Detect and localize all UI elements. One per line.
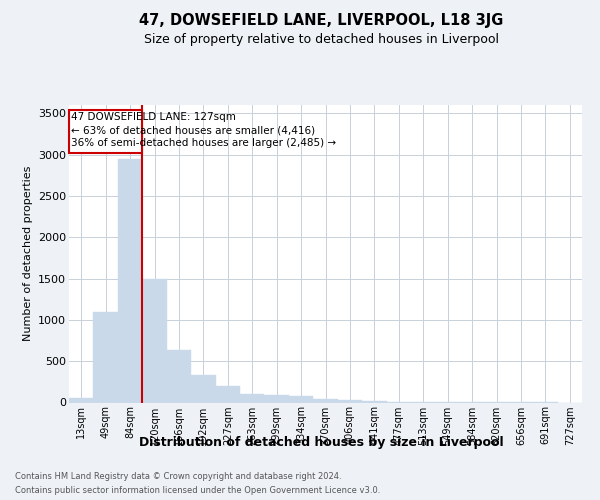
Bar xyxy=(142,278,167,402)
Text: Size of property relative to detached houses in Liverpool: Size of property relative to detached ho… xyxy=(143,32,499,46)
Y-axis label: Number of detached properties: Number of detached properties xyxy=(23,166,32,342)
Bar xyxy=(313,399,338,402)
Bar xyxy=(338,400,362,402)
Bar xyxy=(240,394,265,402)
Bar xyxy=(69,398,94,402)
Bar xyxy=(265,394,289,402)
Bar xyxy=(362,401,386,402)
Text: ← 63% of detached houses are smaller (4,416): ← 63% of detached houses are smaller (4,… xyxy=(71,125,316,135)
Bar xyxy=(215,386,240,402)
Bar xyxy=(70,110,142,153)
Text: Contains public sector information licensed under the Open Government Licence v3: Contains public sector information licen… xyxy=(15,486,380,495)
Bar xyxy=(94,312,118,402)
Bar xyxy=(118,158,142,402)
Bar xyxy=(191,375,215,402)
Bar xyxy=(289,396,313,402)
Bar xyxy=(167,350,191,403)
Text: Contains HM Land Registry data © Crown copyright and database right 2024.: Contains HM Land Registry data © Crown c… xyxy=(15,472,341,481)
Text: 47 DOWSEFIELD LANE: 127sqm: 47 DOWSEFIELD LANE: 127sqm xyxy=(71,112,236,122)
Text: 36% of semi-detached houses are larger (2,485) →: 36% of semi-detached houses are larger (… xyxy=(71,138,337,147)
Text: Distribution of detached houses by size in Liverpool: Distribution of detached houses by size … xyxy=(139,436,503,449)
Text: 47, DOWSEFIELD LANE, LIVERPOOL, L18 3JG: 47, DOWSEFIELD LANE, LIVERPOOL, L18 3JG xyxy=(139,12,503,28)
